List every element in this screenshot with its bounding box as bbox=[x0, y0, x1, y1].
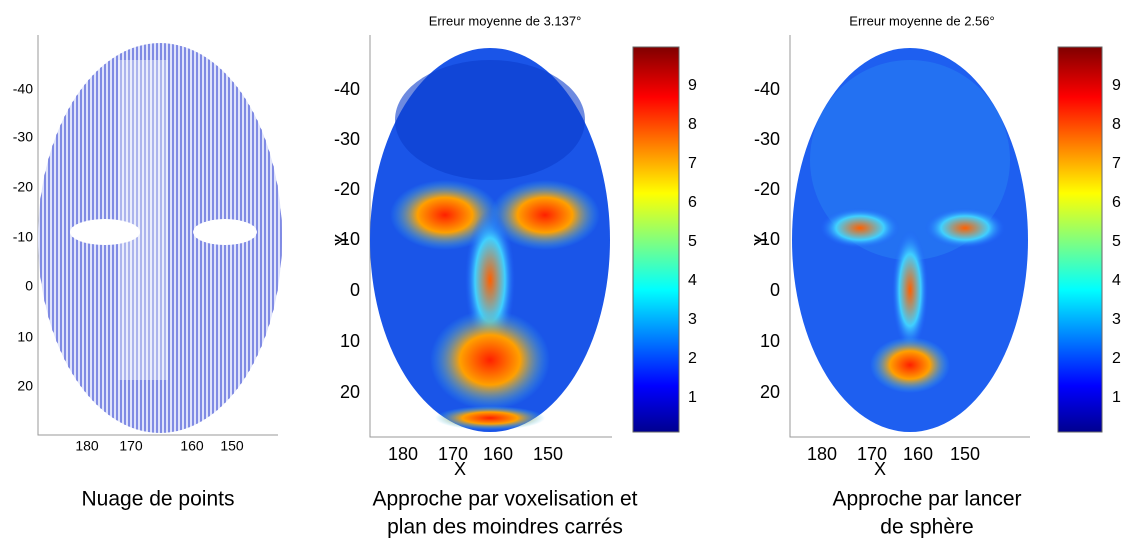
eye-hole bbox=[193, 219, 257, 245]
y-tick-label: 10 bbox=[17, 329, 33, 345]
colorbar-tick-label: 3 bbox=[688, 311, 697, 328]
y-tick-label: -20 bbox=[334, 179, 360, 199]
axes bbox=[789, 35, 1030, 438]
y-tick-label: 20 bbox=[760, 382, 780, 402]
y-tick-label: -10 bbox=[754, 229, 780, 249]
x-tick-label: 170 bbox=[438, 444, 468, 464]
colorbar-tick-label: 4 bbox=[1112, 272, 1121, 289]
colorbar-tick-label: 6 bbox=[688, 194, 697, 211]
y-tick-label: -40 bbox=[334, 79, 360, 99]
colorbar-tick-label: 1 bbox=[688, 389, 697, 406]
panel-title: Erreur moyenne de 3.137° bbox=[429, 13, 582, 28]
x-tick-label: 180 bbox=[388, 444, 418, 464]
caption: Nuage de points bbox=[82, 488, 235, 511]
x-tick-label: 160 bbox=[903, 444, 933, 464]
colorbar-tick-label: 7 bbox=[688, 155, 697, 172]
y-tick-label: 0 bbox=[25, 278, 33, 294]
point-cloud bbox=[38, 43, 282, 433]
colorbar-tick-label: 5 bbox=[688, 233, 697, 250]
colorbar-tick-label: 9 bbox=[688, 77, 697, 94]
colorbar-tick-label: 9 bbox=[1112, 77, 1121, 94]
y-tick-label: -20 bbox=[13, 179, 33, 195]
x-tick-label: 160 bbox=[483, 444, 513, 464]
colorbar-tick-label: 6 bbox=[1112, 194, 1121, 211]
heatmap-panel bbox=[789, 35, 1103, 438]
colorbar bbox=[632, 46, 680, 433]
eye-hole bbox=[70, 219, 140, 245]
x-tick-label: 160 bbox=[180, 438, 204, 454]
caption: de sphère bbox=[880, 516, 973, 539]
y-axis-label: Y bbox=[751, 234, 771, 246]
y-tick-label: -40 bbox=[754, 79, 780, 99]
axes bbox=[37, 35, 278, 436]
y-tick-label: -30 bbox=[334, 129, 360, 149]
colorbar-tick-label: 3 bbox=[1112, 311, 1121, 328]
y-tick-label: -30 bbox=[13, 129, 33, 145]
y-tick-label: 0 bbox=[350, 280, 360, 300]
y-tick-label: -40 bbox=[13, 81, 33, 97]
region bbox=[490, 180, 600, 250]
axes bbox=[369, 35, 612, 438]
colorbar-tick-label: 2 bbox=[688, 350, 697, 367]
y-tick-label: -10 bbox=[13, 229, 33, 245]
region bbox=[820, 208, 900, 248]
heatmap-panel bbox=[369, 35, 680, 438]
caption: plan des moindres carrés bbox=[387, 516, 623, 539]
region bbox=[892, 230, 928, 350]
y-tick-label: 10 bbox=[340, 331, 360, 351]
y-tick-label: -10 bbox=[334, 229, 360, 249]
x-tick-label: 180 bbox=[75, 438, 99, 454]
y-tick-label: 10 bbox=[760, 331, 780, 351]
colorbar-tick-label: 2 bbox=[1112, 350, 1121, 367]
panel-title: Erreur moyenne de 2.56° bbox=[849, 13, 994, 28]
region bbox=[925, 208, 1005, 248]
y-tick-label: 20 bbox=[340, 382, 360, 402]
highlight bbox=[118, 60, 168, 380]
region bbox=[395, 60, 585, 180]
region bbox=[870, 337, 950, 393]
colorbar-tick-label: 5 bbox=[1112, 233, 1121, 250]
x-tick-label: 170 bbox=[119, 438, 143, 454]
colorbar-tick-label: 7 bbox=[1112, 155, 1121, 172]
y-tick-label: -20 bbox=[754, 179, 780, 199]
colorbar-tick-label: 1 bbox=[1112, 389, 1121, 406]
x-tick-label: 170 bbox=[857, 444, 887, 464]
x-tick-label: 150 bbox=[533, 444, 563, 464]
caption: Approche par lancer bbox=[832, 488, 1021, 511]
colorbar-tick-label: 8 bbox=[688, 116, 697, 133]
colorbar-tick-label: 4 bbox=[688, 272, 697, 289]
x-axis-label: X bbox=[454, 459, 466, 479]
x-tick-label: 150 bbox=[950, 444, 980, 464]
x-tick-label: 180 bbox=[807, 444, 837, 464]
y-tick-label: -30 bbox=[754, 129, 780, 149]
x-axis-label: X bbox=[874, 459, 886, 479]
caption: Approche par voxelisation et bbox=[373, 488, 638, 511]
y-tick-label: 0 bbox=[770, 280, 780, 300]
x-tick-label: 150 bbox=[220, 438, 244, 454]
y-tick-label: 20 bbox=[17, 378, 33, 394]
point-cloud-panel bbox=[37, 35, 282, 436]
colorbar-tick-label: 8 bbox=[1112, 116, 1121, 133]
region bbox=[435, 406, 545, 430]
colorbar bbox=[1057, 46, 1103, 433]
y-axis-label: Y bbox=[332, 234, 352, 246]
region bbox=[430, 310, 550, 410]
